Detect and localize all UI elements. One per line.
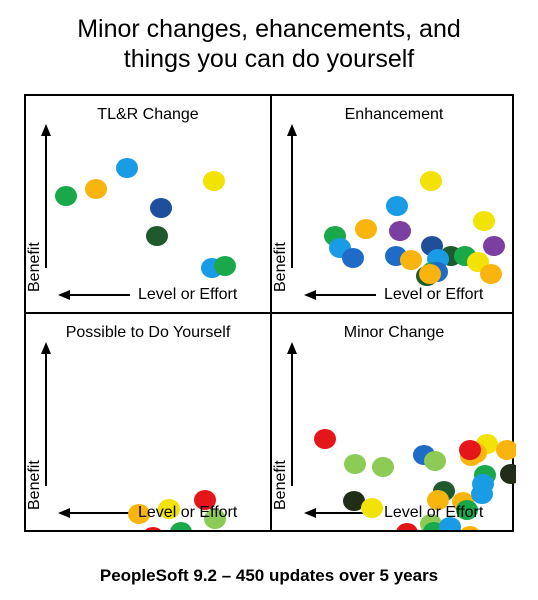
dot-darkgreen	[146, 226, 168, 246]
dot-lightgreen	[372, 457, 394, 477]
dot-yellow	[158, 499, 180, 519]
panel-title: Possible to Do Yourself	[65, 324, 231, 341]
panel-chart	[41, 342, 226, 530]
x-axis-label: Level or Effort	[138, 504, 238, 521]
dot-lightgreen	[424, 451, 446, 471]
dot-blue	[342, 248, 364, 268]
dot-red	[314, 429, 336, 449]
dot-lightblue	[386, 196, 408, 216]
dot-orange	[85, 179, 107, 199]
y-axis-arrowhead	[287, 342, 297, 354]
dot-orange	[419, 264, 441, 284]
panel-title: Minor Change	[343, 324, 445, 341]
dot-black	[343, 491, 365, 511]
dot-orange	[496, 440, 516, 460]
x-axis-label: Level or Effort	[138, 286, 238, 303]
y-axis-label: Benefit	[272, 242, 289, 292]
x-axis-label: Level or Effort	[384, 504, 484, 521]
y-axis-arrowhead	[41, 124, 51, 136]
panel-title: Enhancement	[344, 106, 444, 123]
quadrant-grid: TL&R Change Level or Effort Benefit Enhan…	[24, 94, 516, 532]
dot-orange	[480, 264, 502, 284]
dot-red	[459, 440, 481, 460]
dot-yellow	[420, 171, 442, 191]
dot-green	[214, 256, 236, 276]
dot-orange	[461, 526, 479, 530]
y-axis-label: Benefit	[26, 460, 43, 510]
x-axis-arrowhead	[58, 290, 70, 300]
panel-minor-change: Minor Change Level or Effort Benefit	[272, 314, 516, 530]
dot-yellow	[473, 211, 495, 231]
title-line-1: Minor changes, ehancements, and	[77, 15, 461, 43]
panel-chart	[41, 124, 236, 300]
title-line-2: things you can do yourself	[123, 45, 415, 73]
dot-orange	[355, 219, 377, 239]
dot-green	[456, 500, 478, 520]
x-axis-arrowhead	[304, 508, 316, 518]
y-axis-arrowhead	[287, 124, 297, 136]
dot-lightgreen	[204, 509, 226, 529]
dot-lightblue	[472, 474, 494, 494]
dot-black	[500, 464, 516, 484]
dot-red	[194, 490, 216, 510]
y-axis-label: Benefit	[272, 460, 289, 510]
panel-chart	[287, 342, 516, 530]
panel-chart	[287, 124, 505, 300]
dot-lightgreen	[344, 454, 366, 474]
dot-orange	[128, 504, 150, 524]
dot-green	[55, 186, 77, 206]
dot-yellow	[361, 498, 383, 518]
x-axis-arrowhead	[304, 290, 316, 300]
dot-lightblue	[439, 517, 461, 530]
panel-title: TL&R Change	[97, 106, 199, 123]
dot-orange	[400, 250, 422, 270]
y-axis-arrowhead	[41, 342, 51, 354]
y-axis-label: Benefit	[26, 242, 43, 292]
grid-divider-horizontal	[26, 312, 512, 314]
dot-yellow	[203, 171, 225, 191]
panel-do-yourself: Possible to Do Yourself Level or Effort B…	[26, 314, 270, 530]
x-axis-arrowhead	[58, 508, 70, 518]
dot-lightblue	[116, 158, 138, 178]
dot-red	[145, 527, 161, 530]
x-axis-label: Level or Effort	[384, 286, 484, 303]
dot-green	[170, 522, 192, 530]
panel-enhancement: Enhancement Level or Effort Benefit	[272, 96, 516, 312]
dot-darkblue	[150, 198, 172, 218]
dot-red	[396, 523, 418, 530]
dot-orange	[427, 490, 449, 510]
dot-purple	[483, 236, 505, 256]
panel-tlr-change: TL&R Change Level or Effort Benefit	[26, 96, 270, 312]
dot-purple	[389, 221, 411, 241]
footer-caption: PeopleSoft 9.2 – 450 updates over 5 year…	[99, 566, 439, 585]
